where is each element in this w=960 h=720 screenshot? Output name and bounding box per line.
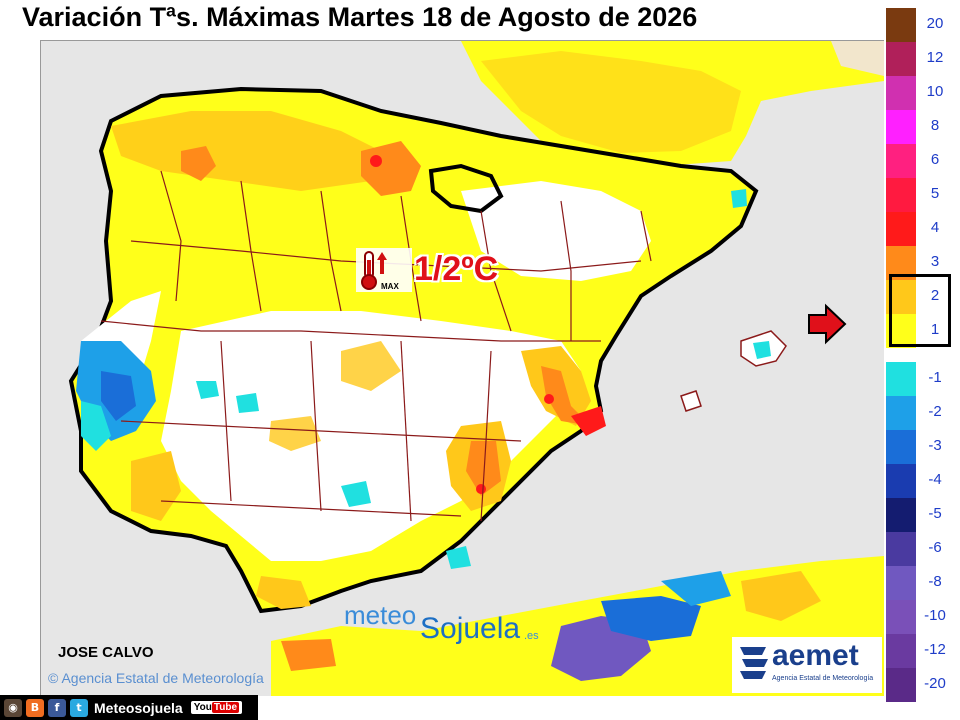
legend-swatch (886, 634, 916, 668)
hot-spot-north (370, 155, 382, 167)
copyright-icon: © (48, 670, 59, 686)
ibiza (680, 390, 702, 412)
map-agency-credit: © Agencia Estatal de Meteorología (48, 670, 264, 686)
warm-north (111, 111, 381, 191)
warm-center-patch (341, 341, 401, 391)
legend-swatch (886, 144, 916, 178)
legend-label: 10 (926, 83, 944, 100)
cool-patch-2 (236, 393, 259, 413)
neutral-interior (161, 311, 581, 561)
warm-valencia-core (541, 366, 591, 426)
legend-label: 12 (926, 49, 944, 66)
legend-swatch (886, 430, 916, 464)
legend-swatch (886, 668, 916, 702)
legend-label: 3 (930, 253, 940, 270)
meteosojuela-logo: meteo Sojuela .es (344, 600, 539, 645)
legend-label: -4 (928, 471, 942, 488)
warm-galicia (181, 146, 216, 181)
legend-highlight-box (889, 274, 951, 347)
legend-label: -8 (928, 573, 942, 590)
neutral-ebro (461, 181, 651, 281)
thermometer-max-label: MAX (381, 282, 399, 291)
la-rioja-outline (428, 163, 504, 214)
legend-label: -12 (924, 641, 946, 658)
aemet-name: aemet (772, 639, 859, 672)
warm-burgos (361, 141, 421, 196)
legend-label: -5 (928, 505, 942, 522)
color-legend: 20 12 10 8 6 5 4 3 2 1 -1 -2 -3 -4 -5 -6 -8 -10 -12 -20 (886, 8, 956, 702)
blogger-icon[interactable]: B (26, 698, 44, 717)
legend-swatch (886, 396, 916, 430)
cool-portugal-core (101, 371, 136, 421)
legend-label: 4 (930, 219, 940, 236)
legend-swatch (886, 110, 916, 144)
instagram-icon[interactable]: ◉ (4, 698, 22, 717)
province-borders (100, 170, 652, 522)
legend-swatch (886, 76, 916, 110)
aemet-logo: aemet Agencia Estatal de Meteorología (732, 637, 882, 693)
cool-patch-almeria (446, 546, 471, 569)
cool-north-africa-2 (601, 596, 701, 641)
warm-center-patch-2 (269, 416, 321, 451)
cool-portugal-edge (81, 401, 111, 451)
legend-label: 2 (930, 287, 940, 304)
map-title: Variación Tªs. Máximas Martes 18 de Agos… (22, 2, 698, 32)
legend-swatch (886, 566, 916, 600)
aemet-symbol-icon (740, 647, 768, 679)
logo-part-meteo: meteo (344, 600, 417, 630)
legend-label: 5 (930, 185, 940, 202)
legend-swatch (886, 600, 916, 634)
youtube-icon[interactable]: You Tube (190, 701, 243, 714)
cool-north-africa-3 (661, 571, 731, 606)
legend-swatch (886, 178, 916, 212)
aemet-subtitle: Agencia Estatal de Meteorología (772, 675, 874, 682)
social-handle[interactable]: Meteosojuela (94, 699, 183, 716)
cool-patch-catalonia (731, 189, 747, 208)
legend-label: -2 (928, 403, 942, 420)
legend-swatch (886, 42, 916, 76)
logo-part-suffix: .es (524, 630, 539, 642)
map-canvas (41, 41, 884, 696)
facebook-icon[interactable]: f (48, 698, 66, 717)
legend-swatch (886, 498, 916, 532)
legend-swatch (886, 212, 916, 246)
legend-swatch (886, 8, 916, 42)
legend-label: -20 (924, 675, 946, 692)
legend-label: -6 (928, 539, 942, 556)
hot-spot-coast (571, 406, 606, 436)
warm-north-africa (741, 571, 821, 621)
cool-patch-jaen (341, 481, 371, 507)
thermometer-max-icon: MAX (356, 248, 412, 292)
hot-spot-south (476, 484, 486, 494)
hot-spot-valencia (544, 394, 554, 404)
warm-murcia-core (466, 441, 501, 496)
legend-label: -10 (924, 607, 946, 624)
highlight-value: 1/2ºC (414, 250, 499, 288)
legend-label: 8 (930, 117, 940, 134)
temperature-anomaly-map (40, 40, 884, 696)
legend-label: 6 (930, 151, 940, 168)
social-bar: ◉ B f t Meteosojuela You Tube (0, 695, 258, 720)
corner-land (831, 41, 884, 76)
warm-north-africa-west (281, 639, 336, 671)
highlight-badge: MAX 1/2ºC (356, 248, 518, 292)
mallorca-cool (753, 341, 771, 359)
legend-label: -1 (928, 369, 942, 386)
twitter-icon[interactable]: t (70, 698, 88, 717)
logo-part-sojuela: Sojuela (420, 612, 521, 645)
legend-swatch (886, 362, 916, 396)
warm-huelva (131, 451, 181, 521)
warm-cadiz (256, 576, 311, 609)
france-warm-patch (481, 51, 741, 153)
legend-swatch (886, 464, 916, 498)
legend-label: 1 (930, 321, 940, 338)
arrow-right-icon (808, 303, 847, 345)
legend-swatch (886, 532, 916, 566)
legend-label: -3 (928, 437, 942, 454)
legend-label: 20 (926, 15, 944, 32)
author-label: JOSE CALVO (58, 644, 154, 661)
cool-patch-extremadura (196, 381, 219, 399)
